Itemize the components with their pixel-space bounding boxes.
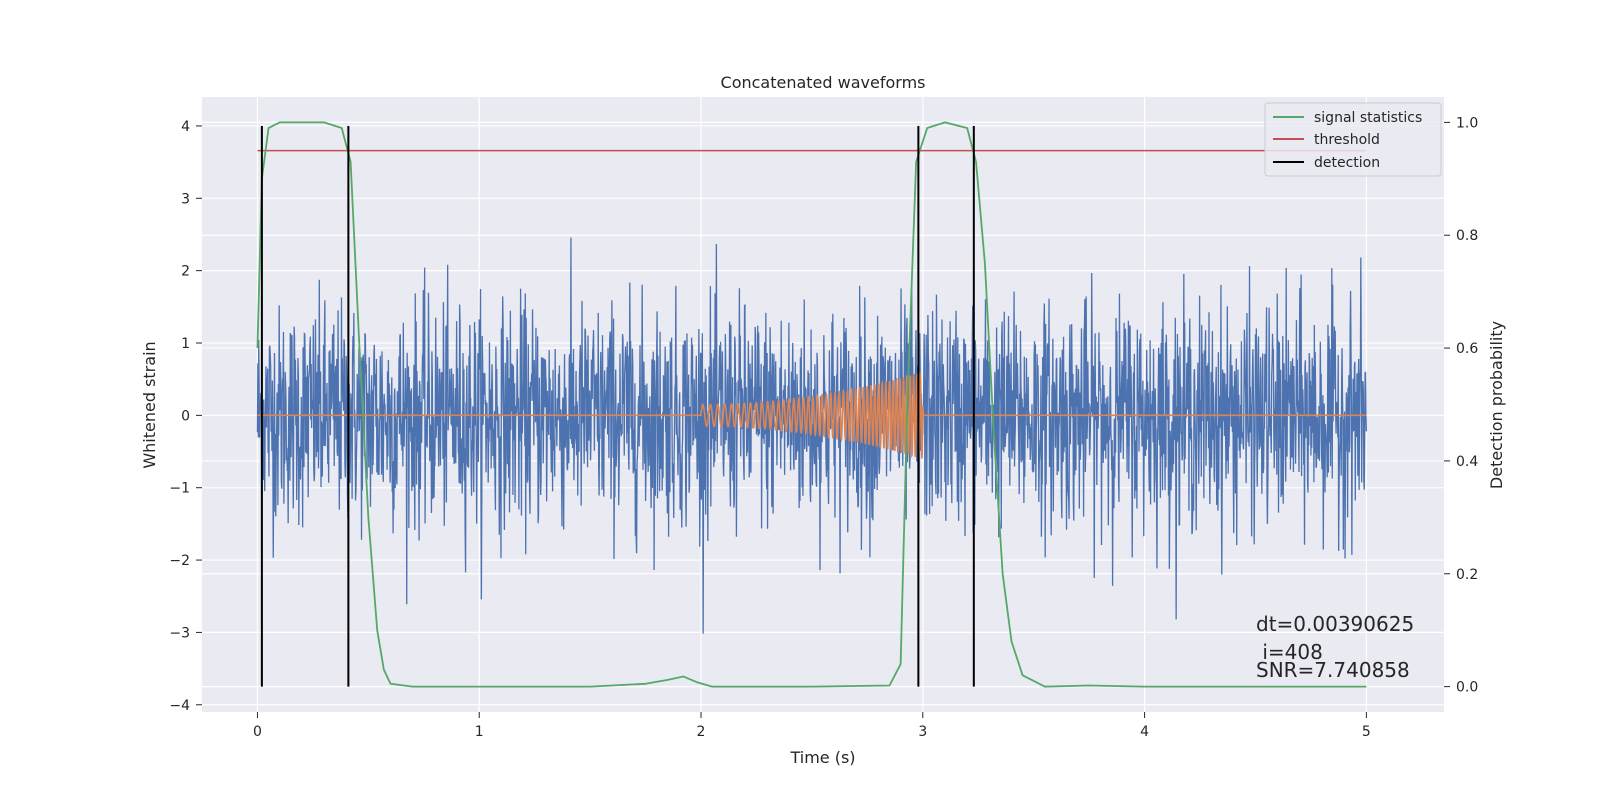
- legend-label-threshold: threshold: [1314, 132, 1380, 148]
- y2-tick-label-3: 0.4: [1456, 454, 1478, 470]
- x-tick-label-1: 1: [475, 724, 484, 740]
- injected-waveform-line: [257, 372, 1367, 461]
- y-tick-label-4: 0: [181, 408, 190, 424]
- signal-statistics-series: [256, 121, 1367, 688]
- y-tick-label-3: 1: [181, 336, 190, 352]
- x-tick-label-2: 2: [697, 724, 706, 740]
- chart-title: Concatenated waveforms: [721, 73, 926, 92]
- detection-lines: [260, 125, 975, 687]
- y2-tick-labels: 1.0 0.8 0.6 0.4 0.2 0.0: [1444, 115, 1478, 696]
- annotation-snr: SNR=7.740858: [1256, 658, 1410, 682]
- legend: signal statistics threshold detection: [1264, 102, 1442, 177]
- x-axis-title: Time (s): [789, 748, 855, 767]
- y2-axis-title: Detection probability: [1487, 321, 1506, 489]
- x-tick-label-4: 4: [1140, 724, 1149, 740]
- annotation-index: i=408: [1256, 640, 1323, 664]
- y2-tick-label-5: 0.0: [1456, 680, 1478, 696]
- annotation-dt: dt=0.00390625: [1256, 612, 1414, 636]
- legend-label-signal-statistics: signal statistics: [1314, 110, 1422, 126]
- y-tick-labels: 4 3 2 1 0 −1 −2 −3 −4: [169, 119, 202, 714]
- y-tick-label-6: −2: [169, 553, 190, 569]
- y2-tick-label-1: 0.8: [1456, 228, 1478, 244]
- injection-series: [257, 372, 1367, 461]
- y-tick-label-5: −1: [169, 481, 190, 497]
- y2-tick-label-4: 0.2: [1456, 567, 1478, 583]
- y-tick-label-1: 3: [181, 191, 190, 207]
- x-tick-labels: 0 1 2 3 4 5: [253, 712, 1371, 740]
- x-tick-label-5: 5: [1362, 724, 1371, 740]
- legend-label-detection: detection: [1314, 155, 1380, 171]
- x-tick-label-3: 3: [918, 724, 927, 740]
- legend-box: [1264, 102, 1442, 177]
- y-tick-label-2: 2: [181, 264, 190, 280]
- y-tick-label-0: 4: [181, 119, 190, 135]
- signal-statistics-line: [256, 121, 1367, 688]
- y2-tick-label-2: 0.6: [1456, 341, 1478, 357]
- y-axis-title: Whitened strain: [140, 341, 159, 468]
- y-tick-label-7: −3: [169, 625, 190, 641]
- y2-tick-label-0: 1.0: [1456, 115, 1478, 131]
- x-tick-label-0: 0: [253, 724, 262, 740]
- y-tick-label-8: −4: [169, 698, 190, 714]
